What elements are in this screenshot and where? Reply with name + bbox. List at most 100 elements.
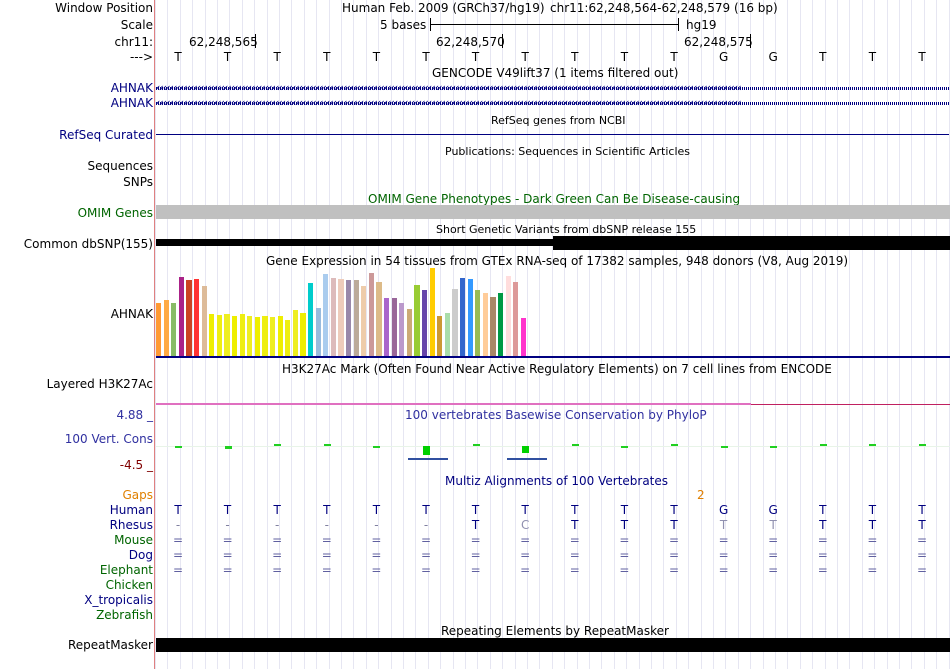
conservation-mark[interactable] xyxy=(175,446,182,449)
gtex-tissue-bar[interactable] xyxy=(482,292,488,356)
conservation-mark[interactable] xyxy=(522,446,530,454)
gtex-tissue-bar[interactable] xyxy=(406,309,412,356)
gtex-tissue-bar[interactable] xyxy=(285,319,291,356)
publications-track-title[interactable]: Publications: Sequences in Scientific Ar… xyxy=(445,145,690,158)
conservation-mark[interactable] xyxy=(819,444,827,446)
gtex-tissue-bar[interactable] xyxy=(475,290,481,356)
gtex-tissue-bar[interactable] xyxy=(338,278,344,356)
multiz-species-label[interactable]: Zebrafish xyxy=(96,608,153,622)
gtex-tissue-bar[interactable] xyxy=(368,273,374,356)
gtex-tissue-bar[interactable] xyxy=(452,289,458,356)
dbsnp-track-title[interactable]: Short Genetic Variants from dbSNP releas… xyxy=(436,223,697,236)
repeatmasker-track-title[interactable]: Repeating Elements by RepeatMasker xyxy=(441,624,669,638)
omim-feature-bar[interactable] xyxy=(156,205,950,219)
gtex-tissue-bar[interactable] xyxy=(414,284,420,356)
omim-label[interactable]: OMIM Genes xyxy=(77,206,153,220)
conservation-mark[interactable] xyxy=(869,444,877,446)
gtex-tissue-bar[interactable] xyxy=(460,277,466,356)
multiz-species-label[interactable]: X_tropicalis xyxy=(84,593,153,607)
refseq-line[interactable] xyxy=(156,134,949,135)
gtex-tissue-bar[interactable] xyxy=(239,313,245,356)
gtex-tissue-bar[interactable] xyxy=(353,280,359,356)
conservation-mark[interactable] xyxy=(323,444,331,446)
conservation-mark[interactable] xyxy=(274,444,282,446)
gtex-tissue-bar[interactable] xyxy=(178,276,184,356)
refseq-label[interactable]: RefSeq Curated xyxy=(59,128,153,142)
gtex-tissue-bar[interactable] xyxy=(376,282,382,356)
conservation-label[interactable]: 100 Vert. Cons xyxy=(64,432,153,446)
publications-label-sequences[interactable]: Sequences xyxy=(87,159,153,173)
gtex-tissue-bar[interactable] xyxy=(262,316,268,356)
gtex-tissue-bar[interactable] xyxy=(216,314,222,356)
gtex-tissue-bar[interactable] xyxy=(391,297,397,356)
h3k27ac-label[interactable]: Layered H3K27Ac xyxy=(46,377,153,391)
multiz-species-label[interactable]: Chicken xyxy=(105,578,153,592)
gtex-tissue-bar[interactable] xyxy=(498,292,504,356)
gencode-item-label[interactable]: AHNAK xyxy=(110,96,153,110)
gtex-tissue-bar[interactable] xyxy=(490,297,496,356)
gtex-bar-chart[interactable] xyxy=(156,268,536,356)
gtex-tissue-bar[interactable] xyxy=(224,313,230,356)
gencode-item-label[interactable]: AHNAK xyxy=(110,81,153,95)
gtex-tissue-bar[interactable] xyxy=(315,307,321,356)
gtex-tissue-bar[interactable] xyxy=(467,278,473,356)
gtex-tissue-bar[interactable] xyxy=(247,316,253,356)
conservation-mark[interactable] xyxy=(919,444,926,446)
conservation-mark[interactable] xyxy=(373,446,381,449)
multiz-species-label[interactable]: Rhesus xyxy=(109,518,153,532)
conservation-mark[interactable] xyxy=(671,444,678,446)
multiz-species-label[interactable]: Human xyxy=(109,503,153,517)
h3k27ac-signal-line[interactable] xyxy=(156,403,751,405)
gencode-transcript-line[interactable] xyxy=(156,102,949,105)
gtex-tissue-bar[interactable] xyxy=(513,282,519,356)
gtex-tissue-bar[interactable] xyxy=(232,315,238,356)
gtex-tissue-bar[interactable] xyxy=(399,303,405,356)
gtex-tissue-bar[interactable] xyxy=(201,286,207,356)
gtex-tissue-bar[interactable] xyxy=(209,313,215,356)
gtex-tissue-bar[interactable] xyxy=(156,303,162,356)
dbsnp-label[interactable]: Common dbSNP(155) xyxy=(23,237,153,251)
multiz-species-label[interactable]: Elephant xyxy=(99,563,153,577)
gtex-tissue-bar[interactable] xyxy=(254,317,260,356)
gtex-tissue-bar[interactable] xyxy=(444,312,450,356)
refseq-track-title[interactable]: RefSeq genes from NCBI xyxy=(491,114,626,127)
gtex-tissue-bar[interactable] xyxy=(384,297,390,356)
conservation-mark[interactable] xyxy=(571,444,579,446)
gencode-track-title[interactable]: GENCODE V49lift37 (1 items filtered out) xyxy=(432,66,679,80)
h3k27ac-track-title[interactable]: H3K27Ac Mark (Often Found Near Active Re… xyxy=(282,362,832,376)
multiz-species-label[interactable]: Mouse xyxy=(114,533,153,547)
gencode-transcript-line[interactable] xyxy=(156,87,949,90)
omim-track-title[interactable]: OMIM Gene Phenotypes - Dark Green Can Be… xyxy=(368,192,741,206)
gtex-tissue-bar[interactable] xyxy=(270,317,276,356)
dbsnp-feature-bar[interactable] xyxy=(553,236,950,250)
conservation-mark[interactable] xyxy=(423,446,430,455)
gtex-track-title[interactable]: Gene Expression in 54 tissues from GTEx … xyxy=(266,254,849,268)
gtex-tissue-bar[interactable] xyxy=(163,299,169,356)
multiz-track-title[interactable]: Multiz Alignments of 100 Vertebrates xyxy=(445,474,669,488)
gtex-tissue-bar[interactable] xyxy=(300,312,306,356)
multiz-species-label[interactable]: Dog xyxy=(128,548,153,562)
conservation-mark[interactable] xyxy=(770,446,778,449)
repeatmasker-label[interactable]: RepeatMasker xyxy=(67,638,153,652)
gtex-tissue-bar[interactable] xyxy=(346,280,352,356)
gtex-tissue-bar[interactable] xyxy=(186,280,192,356)
gtex-tissue-bar[interactable] xyxy=(323,274,329,356)
gtex-tissue-bar[interactable] xyxy=(277,316,283,356)
gtex-gene-label[interactable]: AHNAK xyxy=(110,307,153,321)
gtex-tissue-bar[interactable] xyxy=(429,268,435,356)
gtex-tissue-bar[interactable] xyxy=(292,310,298,356)
gtex-tissue-bar[interactable] xyxy=(520,318,526,356)
repeatmasker-feature-bar[interactable] xyxy=(156,638,950,652)
h3k27ac-signal-line[interactable] xyxy=(751,404,950,405)
gtex-tissue-bar[interactable] xyxy=(330,277,336,356)
gtex-tissue-bar[interactable] xyxy=(171,303,177,356)
gtex-tissue-bar[interactable] xyxy=(437,316,443,356)
gtex-tissue-bar[interactable] xyxy=(505,275,511,356)
conservation-mark[interactable] xyxy=(224,446,232,449)
conservation-mark[interactable] xyxy=(472,444,480,446)
conservation-track-title[interactable]: 100 vertebrates Basewise Conservation by… xyxy=(405,408,707,422)
conservation-mark[interactable] xyxy=(621,446,629,448)
conservation-mark[interactable] xyxy=(720,446,728,448)
gtex-tissue-bar[interactable] xyxy=(194,278,200,356)
gtex-tissue-bar[interactable] xyxy=(308,282,314,356)
